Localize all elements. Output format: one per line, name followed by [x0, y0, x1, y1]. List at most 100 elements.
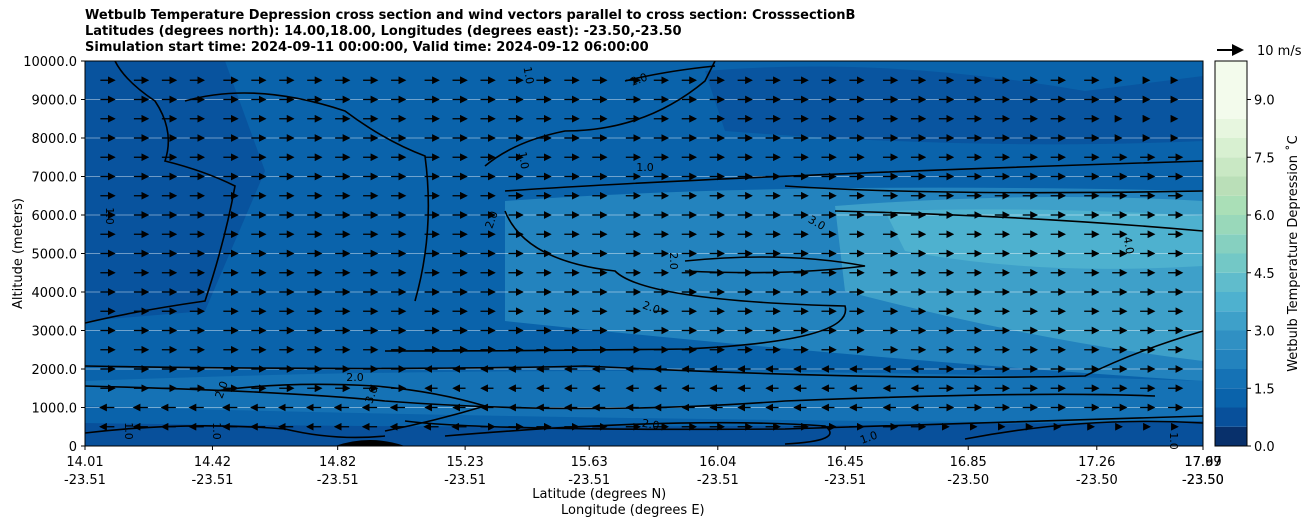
- y-tick-label: 0: [69, 440, 77, 455]
- colorbar-band: [1215, 195, 1247, 215]
- contour-line: [624, 65, 716, 82]
- colorbar-tick-label: 6.0: [1254, 209, 1275, 224]
- x-tick-lat: 16.04: [699, 455, 736, 470]
- y-tick-label: 6000.0: [32, 209, 78, 224]
- contour-line: [404, 415, 1204, 431]
- x-tick-lon: -23.51: [697, 473, 739, 488]
- x-tick-lon: -23.51: [444, 473, 486, 488]
- colorbar-tick-label: 9.0: [1254, 94, 1275, 109]
- x-tick-lat: 16.85: [950, 455, 987, 470]
- contour-line: [84, 60, 236, 324]
- y-tick-label: 5000.0: [32, 248, 78, 263]
- x-tick-lon: -23.51: [568, 473, 610, 488]
- colorbar-tick-label: 0.0: [1254, 440, 1275, 455]
- fill-region-upper: [705, 66, 1203, 145]
- y-tick-label: 2000.0: [32, 363, 78, 378]
- colorbar-band: [1215, 349, 1247, 369]
- axes: 0 1000.0 2000.0 3000.0 4000.0 5000.0 6000.0 700…: [11, 55, 1224, 518]
- y-axis-label: Altitude (meters): [11, 198, 26, 309]
- colorbar-band: [1215, 215, 1247, 235]
- y-tick-label: 10000.0: [23, 55, 77, 70]
- title-line-2: Latitudes (degrees north): 14.00,18.00, …: [85, 24, 682, 39]
- wind-key: 10 m/s: [1217, 44, 1302, 59]
- x-tick-lat: 17.26: [1078, 455, 1115, 470]
- colorbar-tick-label: 1.5: [1254, 382, 1275, 397]
- colorbar-band: [1215, 426, 1247, 446]
- contour-label: 1.0: [521, 66, 537, 85]
- x-axis-label-lat: Latitude (degrees N): [532, 487, 666, 502]
- contour-line: [504, 160, 1204, 192]
- wind-vectors: [99, 76, 1184, 431]
- colorbar-band: [1215, 330, 1247, 350]
- colorbar-band: [1215, 292, 1247, 312]
- x-tick-lat: 14.42: [194, 455, 231, 470]
- colorbar-tick-label: 3.0: [1254, 325, 1275, 340]
- fill-region-left-dry: [85, 61, 265, 321]
- contour-label: 2.0: [213, 379, 231, 400]
- contour-line: [834, 210, 1204, 232]
- colorbar-label: Wetbulb Temperature Depression ˚C: [1285, 135, 1301, 372]
- x-tick-lon: -23.51: [64, 473, 106, 488]
- contour-label: 2.0: [667, 252, 680, 270]
- contour-line: [784, 185, 1204, 194]
- contour-label: 1.0: [122, 422, 135, 440]
- contour-line: [484, 60, 716, 167]
- colorbar-tick-label: 4.5: [1254, 267, 1275, 282]
- terrain: [335, 440, 405, 446]
- contour-labels: 1.0 1.01.01.0 1.01.0 1.01.01.02.02.02.02.02…: [103, 66, 1180, 450]
- y-tick-label: 8000.0: [32, 132, 78, 147]
- x-tick-lat: 16.45: [827, 455, 864, 470]
- contour-label: 2.0: [641, 417, 660, 433]
- colorbar-band: [1215, 253, 1247, 273]
- contour-label: 1.0: [858, 429, 879, 447]
- colorbar-band: [1215, 407, 1247, 427]
- colorbar-band: [1215, 272, 1247, 292]
- x-tick-lon: -23.51: [317, 473, 359, 488]
- contour-line: [184, 92, 430, 302]
- contour-line: [214, 383, 488, 432]
- contour-line: [384, 210, 847, 352]
- x-tick-lon: -23.50: [947, 473, 989, 488]
- colorbar-tick-label: 7.5: [1254, 151, 1275, 166]
- colorbar-band: [1215, 311, 1247, 331]
- x-axis-label-lon: Longitude (degrees E): [561, 503, 705, 518]
- contour-label: 1.0: [210, 422, 223, 440]
- y-tick-label: 7000.0: [32, 171, 78, 186]
- colorbar-band: [1215, 369, 1247, 389]
- contour-label: 1.0: [103, 207, 116, 225]
- title-line-1: Wetbulb Temperature Depression cross sec…: [85, 8, 856, 23]
- contour-line: [964, 420, 1204, 440]
- colorbar-band: [1215, 138, 1247, 158]
- x-tick-lon: -23.50: [1076, 473, 1118, 488]
- colorbar: 0.0 1.5 3.0 4.5 6.0 7.5 9.0 Wetbulb Temperature…: [1214, 60, 1301, 455]
- contour-label: 1.0: [1167, 432, 1180, 450]
- x-tick-lat: 17.67: [1184, 455, 1221, 470]
- colorbar-frame: [1214, 60, 1248, 447]
- x-tick-lat: 14.01: [66, 455, 103, 470]
- colorbar-band: [1215, 388, 1247, 408]
- y-tick-label: 9000.0: [32, 94, 78, 109]
- x-tick-lat: 15.63: [571, 455, 608, 470]
- colorbar-band: [1215, 61, 1247, 119]
- contour-line: [84, 385, 1156, 410]
- x-tick-lat: 17.99: [1184, 455, 1221, 470]
- x-tick-lon: -23.50: [1182, 473, 1224, 488]
- colorbar-band: [1215, 157, 1247, 177]
- contour-label: 1.0: [636, 161, 654, 174]
- x-tick-lat: 15.23: [447, 455, 484, 470]
- chart-title: Wetbulb Temperature Depression cross sec…: [85, 8, 855, 56]
- colorbar-band: [1215, 234, 1247, 254]
- contour-label: 2.0: [346, 371, 364, 384]
- y-tick-label: 1000.0: [32, 402, 78, 417]
- wind-key-label: 10 m/s: [1257, 44, 1302, 59]
- colorbar-band: [1215, 118, 1247, 138]
- title-line-3: Simulation start time: 2024-09-11 00:00:…: [85, 40, 649, 55]
- y-tick-label: 3000.0: [32, 325, 78, 340]
- colorbar-band: [1215, 176, 1247, 196]
- x-tick-lon: -23.50: [1182, 473, 1224, 488]
- x-tick-lon: -23.51: [191, 473, 233, 488]
- y-tick-label: 4000.0: [32, 286, 78, 301]
- x-tick-lat: 14.82: [319, 455, 356, 470]
- contour-label: 2.0: [641, 299, 662, 317]
